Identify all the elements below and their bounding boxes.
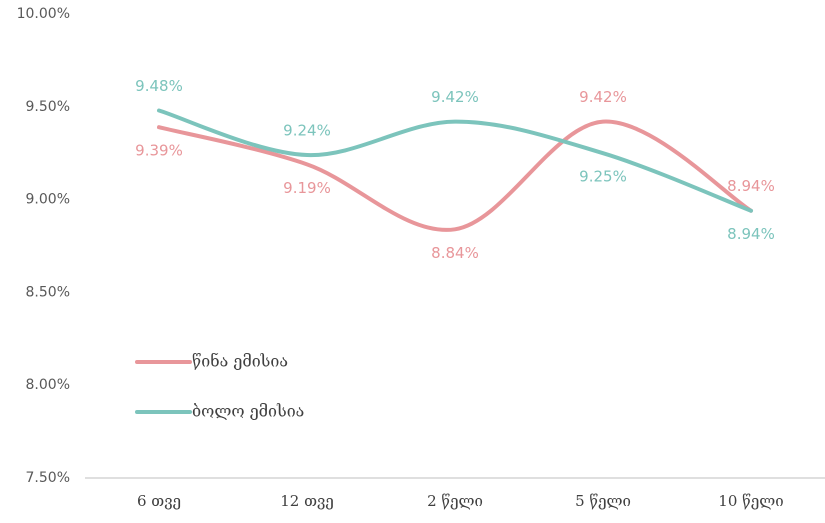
data-label: 9.42% <box>579 88 627 106</box>
data-label: 9.42% <box>431 88 479 106</box>
data-label: 9.19% <box>283 179 331 197</box>
series-line <box>157 108 753 213</box>
x-tick-label: 12 თვე <box>280 492 334 510</box>
series-line <box>157 119 753 232</box>
legend-label: ბოლო ემისია <box>192 402 304 421</box>
y-tick-label: 8.00% <box>26 377 70 393</box>
x-tick-label: 6 თვე <box>137 492 181 510</box>
data-label: 9.48% <box>135 77 183 95</box>
y-tick-label: 10.00% <box>17 6 70 22</box>
legend-label: წინა ემისია <box>192 352 288 371</box>
data-label: 9.25% <box>579 168 627 186</box>
y-tick-label: 9.00% <box>26 192 70 208</box>
data-label: 9.24% <box>283 122 331 140</box>
y-tick-label: 8.50% <box>26 284 70 300</box>
data-label: 8.84% <box>431 244 479 262</box>
data-label: 8.94% <box>727 177 775 195</box>
x-tick-label: 5 წელი <box>575 492 631 510</box>
data-label: 9.39% <box>135 142 183 160</box>
data-label: 8.94% <box>727 225 775 243</box>
y-tick-label: 9.50% <box>26 99 70 115</box>
x-tick-label: 10 წელი <box>718 492 783 510</box>
x-tick-label: 2 წელი <box>427 492 483 510</box>
y-tick-label: 7.50% <box>26 470 70 486</box>
